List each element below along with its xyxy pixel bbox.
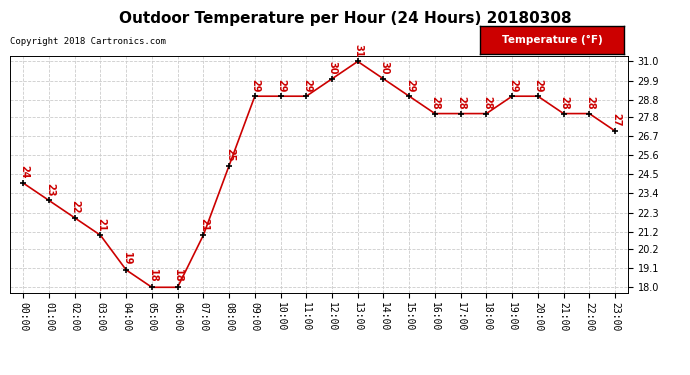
Text: 30: 30 xyxy=(380,61,389,75)
Text: 23: 23 xyxy=(45,183,55,196)
Text: Temperature (°F): Temperature (°F) xyxy=(502,35,602,45)
Text: 22: 22 xyxy=(70,200,81,214)
Text: 21: 21 xyxy=(199,217,209,231)
Text: 18: 18 xyxy=(173,270,184,283)
Text: 29: 29 xyxy=(533,78,544,92)
Text: 24: 24 xyxy=(19,165,29,179)
Text: 28: 28 xyxy=(585,96,595,109)
Text: 29: 29 xyxy=(405,78,415,92)
Text: 21: 21 xyxy=(96,217,106,231)
Text: 27: 27 xyxy=(611,113,621,127)
Text: 28: 28 xyxy=(431,96,441,109)
Text: 29: 29 xyxy=(277,78,286,92)
Text: Copyright 2018 Cartronics.com: Copyright 2018 Cartronics.com xyxy=(10,38,166,46)
Text: 29: 29 xyxy=(302,78,312,92)
Text: 31: 31 xyxy=(353,44,364,57)
Text: 18: 18 xyxy=(148,270,158,283)
Text: 29: 29 xyxy=(250,78,261,92)
Text: 28: 28 xyxy=(560,96,569,109)
Text: 19: 19 xyxy=(122,252,132,266)
Text: 28: 28 xyxy=(482,96,492,109)
Text: 29: 29 xyxy=(508,78,518,92)
Text: 25: 25 xyxy=(225,148,235,162)
Text: 30: 30 xyxy=(328,61,338,75)
Text: Outdoor Temperature per Hour (24 Hours) 20180308: Outdoor Temperature per Hour (24 Hours) … xyxy=(119,11,571,26)
Text: 28: 28 xyxy=(457,96,466,109)
